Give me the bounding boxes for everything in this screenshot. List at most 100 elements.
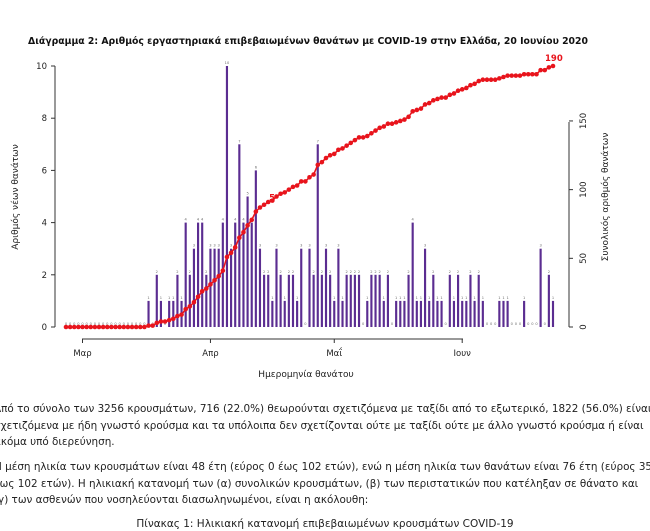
- bar-value-label: 0: [135, 322, 138, 326]
- bar-value-label: 0: [90, 322, 93, 326]
- daily-deaths-bar: [469, 274, 472, 327]
- daily-deaths-bar: [432, 274, 435, 327]
- bar-value-label: 0: [73, 322, 76, 326]
- y2-axis-label: Συνολικός αριθμός θανάτων: [600, 133, 611, 262]
- bar-value-label: 0: [391, 322, 394, 326]
- daily-deaths-bar: [201, 222, 204, 327]
- daily-deaths-bar: [250, 222, 253, 327]
- cumulative-point: [199, 288, 205, 294]
- bar-value-label: 0: [527, 322, 530, 326]
- daily-deaths-bar: [399, 300, 402, 327]
- daily-deaths-bar: [423, 248, 427, 327]
- cumulative-point: [402, 117, 407, 122]
- bar-value-label: 2: [176, 270, 178, 274]
- daily-deaths-bar: [428, 300, 431, 327]
- cumulative-point: [129, 324, 135, 330]
- bar-value-label: 0: [490, 322, 493, 326]
- right-y-tick-label: 0: [579, 324, 589, 329]
- cumulative-point: [212, 277, 217, 283]
- right-y-tick-label: 50: [579, 253, 589, 264]
- bar-value-label: 4: [185, 218, 188, 222]
- bar-value-label: 0: [544, 322, 547, 326]
- bar-value-label: 1: [366, 296, 368, 300]
- cumulative-point: [468, 82, 473, 88]
- daily-deaths-bar: [316, 144, 319, 327]
- daily-deaths-bar: [473, 300, 476, 327]
- cumulative-point: [418, 106, 424, 111]
- cumulative-point: [348, 140, 354, 146]
- daily-deaths-bar: [213, 248, 216, 327]
- bar-value-label: 1: [341, 296, 343, 300]
- daily-deaths-bar: [159, 300, 162, 327]
- cumulative-point: [435, 96, 440, 102]
- bar-value-label: 2: [407, 270, 409, 274]
- cumulative-point: [220, 268, 226, 273]
- bar-value-label: 0: [362, 322, 365, 326]
- cumulative-point: [179, 312, 184, 317]
- bar-value-label: 2: [374, 270, 376, 274]
- daily-deaths-bar: [523, 300, 526, 327]
- bar-value-label: 0: [123, 322, 126, 326]
- daily-deaths-bar: [296, 300, 299, 327]
- left-y-tick-label: 0: [42, 323, 47, 333]
- cumulative-point: [340, 146, 345, 151]
- bar-value-label: 1: [523, 296, 525, 300]
- cumulative-point: [327, 152, 333, 158]
- daily-deaths-bar: [168, 300, 171, 327]
- bar-value-label: 2: [345, 270, 347, 274]
- daily-deaths-bar: [287, 274, 290, 327]
- bar-value-label: 2: [321, 270, 323, 274]
- y-axis-label: Αριθμός νέων θανάτων: [10, 144, 21, 250]
- bar-value-label: 3: [539, 244, 541, 248]
- bar-value-label: 1: [420, 296, 422, 300]
- cumulative-point: [109, 324, 114, 330]
- bar-value-label: 3: [300, 244, 302, 248]
- cumulative-mid-label: 5: [269, 194, 275, 204]
- daily-deaths-bar: [242, 222, 245, 327]
- bar-value-label: 3: [337, 244, 339, 248]
- cumulative-point: [245, 223, 250, 228]
- cumulative-point: [414, 107, 420, 113]
- table-caption: Πίνακας 1: Ηλικιακή κατανομή επιβεβαιωμέ…: [136, 518, 514, 530]
- cumulative-point: [171, 316, 176, 322]
- cumulative-point: [298, 179, 304, 184]
- cumulative-point: [319, 159, 325, 165]
- daily-deaths-bar: [448, 274, 451, 327]
- cumulative-point: [84, 324, 89, 330]
- daily-deaths-bar: [324, 248, 328, 327]
- cumulative-point: [472, 81, 477, 87]
- bar-value-label: 2: [354, 270, 356, 274]
- cumulative-point: [92, 324, 98, 330]
- bar-value-label: 6: [255, 165, 258, 169]
- bar-value-label: 4: [201, 218, 204, 222]
- daily-deaths-bar: [329, 274, 332, 327]
- bar-value-label: 1: [506, 296, 508, 300]
- cumulative-point: [505, 73, 510, 78]
- daily-deaths-bar: [506, 300, 509, 327]
- bar-value-label: 3: [193, 244, 195, 248]
- cumulative-point: [204, 286, 209, 291]
- cumulative-point: [426, 100, 432, 106]
- cumulative-point: [517, 73, 523, 78]
- bar-value-label: 3: [209, 244, 211, 248]
- cumulative-point: [447, 92, 453, 98]
- cumulative-point: [265, 199, 271, 205]
- cumulative-point: [146, 323, 151, 328]
- cumulative-point: [133, 324, 139, 330]
- cumulative-point: [451, 91, 457, 96]
- cumulative-point: [158, 319, 164, 324]
- left-y-ticks: 0 2 4 6 8 10: [36, 62, 55, 333]
- cumulative-point: [410, 109, 415, 114]
- left-y-tick-label: 4: [42, 219, 47, 229]
- bar-value-label: 1: [436, 296, 438, 300]
- cumulative-end-label: 190: [545, 54, 563, 64]
- cumulative-point: [369, 131, 374, 136]
- cumulative-point: [525, 71, 531, 77]
- bar-value-label: 0: [85, 322, 88, 326]
- daily-deaths-bar: [263, 274, 266, 327]
- cumulative-point: [373, 128, 378, 133]
- cumulative-point: [104, 324, 110, 330]
- daily-deaths-bar: [246, 196, 249, 327]
- daily-deaths-bar: [461, 300, 464, 327]
- cumulative-point: [356, 135, 362, 140]
